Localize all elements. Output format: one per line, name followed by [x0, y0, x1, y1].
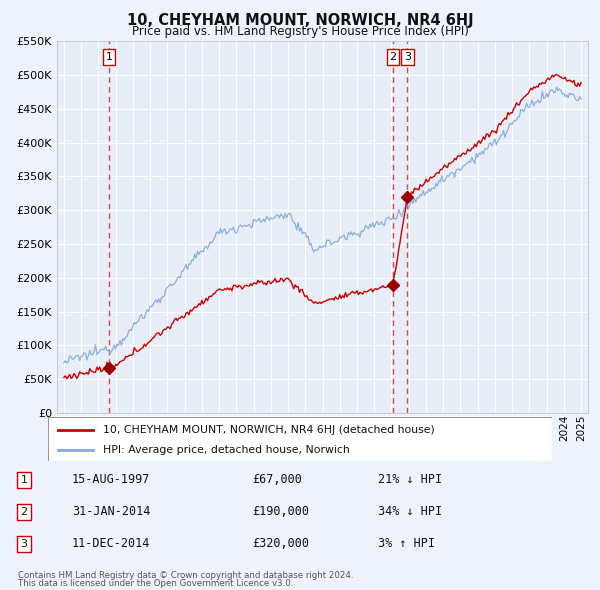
- FancyBboxPatch shape: [48, 417, 552, 461]
- Text: 2: 2: [20, 507, 28, 517]
- Text: 3% ↑ HPI: 3% ↑ HPI: [378, 537, 435, 550]
- Text: 1: 1: [20, 475, 28, 485]
- Text: £67,000: £67,000: [252, 473, 302, 486]
- Text: HPI: Average price, detached house, Norwich: HPI: Average price, detached house, Norw…: [103, 445, 350, 455]
- Text: 21% ↓ HPI: 21% ↓ HPI: [378, 473, 442, 486]
- Text: 10, CHEYHAM MOUNT, NORWICH, NR4 6HJ (detached house): 10, CHEYHAM MOUNT, NORWICH, NR4 6HJ (det…: [103, 425, 435, 434]
- Text: 3: 3: [404, 52, 411, 62]
- Text: Price paid vs. HM Land Registry's House Price Index (HPI): Price paid vs. HM Land Registry's House …: [131, 25, 469, 38]
- Text: 3: 3: [20, 539, 28, 549]
- Text: 1: 1: [106, 52, 113, 62]
- Text: Contains HM Land Registry data © Crown copyright and database right 2024.: Contains HM Land Registry data © Crown c…: [18, 571, 353, 579]
- Text: 15-AUG-1997: 15-AUG-1997: [72, 473, 151, 486]
- Text: 11-DEC-2014: 11-DEC-2014: [72, 537, 151, 550]
- Text: 31-JAN-2014: 31-JAN-2014: [72, 505, 151, 519]
- Text: 34% ↓ HPI: 34% ↓ HPI: [378, 505, 442, 519]
- Text: This data is licensed under the Open Government Licence v3.0.: This data is licensed under the Open Gov…: [18, 579, 293, 588]
- Text: 10, CHEYHAM MOUNT, NORWICH, NR4 6HJ: 10, CHEYHAM MOUNT, NORWICH, NR4 6HJ: [127, 13, 473, 28]
- Text: £320,000: £320,000: [252, 537, 309, 550]
- Text: 2: 2: [389, 52, 397, 62]
- Text: £190,000: £190,000: [252, 505, 309, 519]
